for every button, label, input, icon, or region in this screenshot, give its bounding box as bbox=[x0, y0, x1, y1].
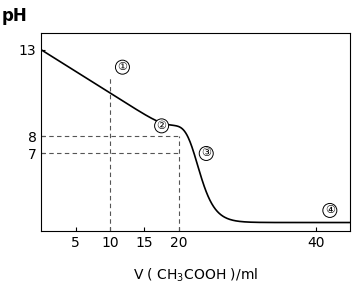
Text: ②: ② bbox=[157, 121, 167, 131]
Text: ④: ④ bbox=[325, 205, 335, 215]
Text: pH: pH bbox=[1, 7, 27, 25]
Text: ③: ③ bbox=[201, 148, 211, 158]
X-axis label: V ( CH$_3$COOH )/ml: V ( CH$_3$COOH )/ml bbox=[134, 267, 258, 284]
Text: ①: ① bbox=[117, 62, 127, 72]
